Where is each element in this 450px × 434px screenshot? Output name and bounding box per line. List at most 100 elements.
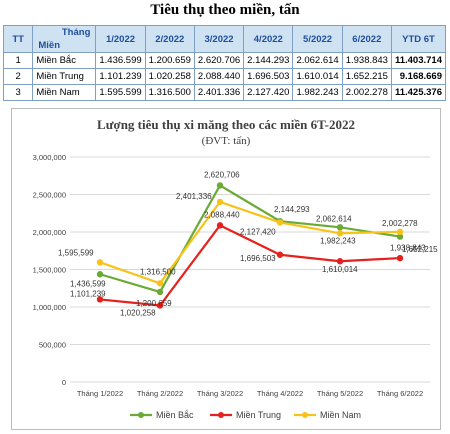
legend-marker (302, 412, 308, 418)
legend-label: Miền Nam (320, 410, 361, 420)
row-value: 2.401.336 (193, 84, 245, 101)
data-point (156, 288, 164, 296)
table-row: 3 Miền Nam 1.595.599 1.316.500 2.401.336… (2, 84, 447, 101)
row-tt: 2 (2, 68, 34, 85)
line-chart: Lượng tiêu thụ xi măng theo các miền 6T-… (33, 117, 439, 420)
data-point (156, 280, 164, 287)
row-value: 1.101.239 (95, 68, 146, 85)
legend-marker (138, 412, 144, 418)
y-tick-label: 2,000,000 (33, 228, 66, 237)
row-region: Miền Trung (32, 68, 97, 85)
header-month-4: 4/2022 (243, 25, 294, 53)
header-ytd: YTD 6T (390, 25, 447, 53)
chart-container: Lượng tiêu thụ xi măng theo các miền 6T-… (11, 108, 441, 430)
y-tick-label: 0 (62, 378, 66, 387)
legend-label: Miền Bắc (156, 410, 194, 420)
data-label: 1,436,599 (70, 279, 106, 288)
data-label: 2,620,706 (204, 170, 240, 179)
data-label: 1,610,014 (322, 265, 358, 274)
table-header-row: TT Tháng Miền 1/2022 2/2022 3/2022 4/202… (2, 25, 447, 53)
row-value: 2.144.293 (243, 52, 294, 69)
row-value: 1.938.843 (341, 52, 392, 69)
data-label: 2,062,614 (316, 214, 352, 223)
y-tick-label: 500,000 (39, 341, 66, 350)
row-value: 1.200.659 (144, 52, 195, 69)
x-tick-label: Tháng 4/2022 (257, 389, 303, 398)
y-tick-label: 2,500,000 (33, 191, 66, 200)
header-month-1: 1/2022 (95, 25, 146, 53)
data-point (336, 224, 344, 231)
x-tick-label: Tháng 5/2022 (317, 389, 363, 398)
data-point (216, 198, 224, 206)
y-tick-label: 3,000,000 (33, 153, 66, 162)
consumption-table: TT Tháng Miền 1/2022 2/2022 3/2022 4/202… (2, 25, 447, 101)
table-row: 1 Miền Bắc 1.436.599 1.200.659 2.620.706… (2, 52, 447, 69)
row-value: 1.436.599 (95, 52, 146, 69)
data-label: 1,595,599 (58, 248, 94, 257)
data-label: 1,938,843 (390, 244, 426, 253)
row-value: 1.595.599 (95, 84, 146, 101)
data-label: 1,200,659 (136, 299, 172, 308)
data-point (276, 251, 284, 258)
row-value: 1.652.215 (341, 68, 392, 85)
row-ytd: 9.168.669 (390, 68, 447, 85)
series-line (99, 200, 401, 285)
header-region-label: Miền (38, 40, 60, 51)
row-value: 1.982.243 (292, 84, 343, 101)
series-line (99, 183, 401, 294)
data-label: 1,316,500 (140, 267, 176, 276)
data-label: 1,982,243 (320, 236, 356, 245)
table-row: 2 Miền Trung 1.101.239 1.020.258 2.088.4… (2, 68, 447, 85)
legend-label: Miền Trung (236, 410, 281, 420)
row-ytd: 11.403.714 (390, 52, 447, 69)
row-value: 1.610.014 (292, 68, 343, 85)
row-region: Miền Nam (32, 84, 97, 101)
data-point (276, 219, 284, 226)
data-label: 2,002,278 (382, 219, 418, 228)
header-month-label: Tháng (61, 27, 91, 38)
data-point (396, 228, 404, 236)
row-tt: 3 (2, 84, 34, 101)
data-point (216, 182, 224, 189)
header-month-5: 5/2022 (292, 25, 343, 53)
data-point (396, 254, 404, 262)
row-value: 1.020.258 (144, 68, 195, 85)
row-tt: 1 (2, 52, 34, 69)
data-label: 2,144,293 (274, 205, 310, 214)
data-label: 2,088,440 (204, 210, 240, 219)
data-label: 1,696,503 (240, 254, 276, 263)
row-value: 2.062.614 (292, 52, 343, 69)
data-label: 1,652,215 (402, 245, 438, 254)
row-value: 2.127.420 (243, 84, 294, 101)
y-tick-label: 1,000,000 (33, 303, 66, 312)
row-value: 2.088.440 (193, 68, 245, 85)
header-month-3: 3/2022 (193, 25, 245, 53)
header-month-6: 6/2022 (341, 25, 392, 53)
header-diagonal-cell: Tháng Miền (32, 25, 97, 53)
y-tick-label: 1,500,000 (33, 266, 66, 275)
data-point (396, 233, 404, 240)
data-label: 1,020,258 (120, 308, 156, 317)
data-point (96, 271, 104, 278)
legend-marker (218, 412, 224, 418)
data-point (216, 222, 224, 229)
row-value: 1.316.500 (144, 84, 195, 101)
header-month-2: 2/2022 (144, 25, 195, 53)
data-label: 2,401,336 (176, 192, 212, 201)
x-tick-label: Tháng 2/2022 (137, 389, 183, 398)
table-title: Tiêu thụ theo miền, tấn (150, 2, 300, 18)
data-point (156, 302, 164, 309)
x-tick-label: Tháng 3/2022 (197, 389, 243, 398)
data-label: 2,127,420 (240, 227, 276, 236)
data-label: 1,101,239 (70, 289, 106, 298)
x-tick-label: Tháng 6/2022 (377, 389, 423, 398)
row-value: 2.620.706 (193, 52, 245, 69)
row-value: 2.002.278 (341, 84, 392, 101)
data-point (96, 259, 104, 266)
row-value: 1.696.503 (243, 68, 294, 85)
x-tick-label: Tháng 1/2022 (77, 389, 123, 398)
chart-subtitle: (ĐVT: tấn) (202, 135, 251, 147)
data-point (96, 296, 104, 303)
row-ytd: 11.425.376 (390, 84, 447, 101)
data-point (336, 230, 344, 237)
